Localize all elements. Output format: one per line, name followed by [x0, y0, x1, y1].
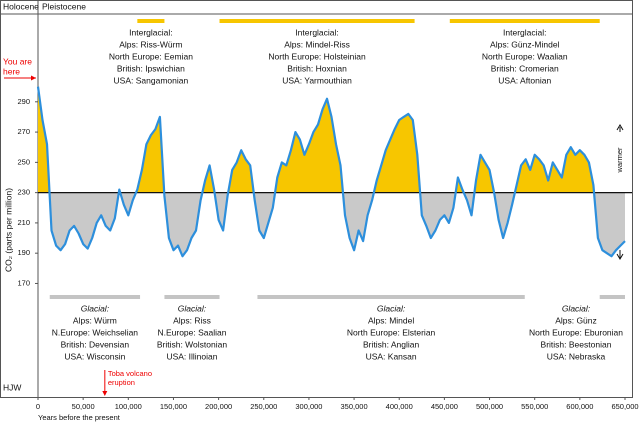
- interglacials-text: Interglacial:: [129, 27, 172, 37]
- interglacials-text: Interglacial:: [503, 27, 546, 37]
- x-tick-label: 250,000: [250, 402, 277, 411]
- interglacials-text: British: Cromerian: [491, 63, 559, 73]
- x-tick-label: 150,000: [160, 402, 187, 411]
- interglacials-text: USA: Sangamonian: [114, 75, 189, 85]
- interglacials-text: British: Ipswichian: [117, 63, 185, 73]
- interglacials-text: USA: Aftonian: [498, 75, 551, 85]
- interglacials-bar: [449, 19, 600, 23]
- y-tick-label: 230: [17, 188, 30, 197]
- glacials-text: British: Wolstonian: [157, 339, 228, 349]
- y-tick-label: 190: [17, 248, 30, 257]
- glacials-text: N.Europe: Weichselian: [52, 327, 139, 337]
- y-tick-label: 210: [17, 218, 30, 227]
- cold-area: [49, 192, 625, 257]
- y-axis-title: CO₂ (parts per million): [3, 188, 13, 272]
- frame: [0, 0, 633, 398]
- glacials-text: Alps: Günz: [555, 315, 597, 325]
- glacials-text: Alps: Riss: [173, 315, 211, 325]
- interglacials-text: Alps: Günz-Mindel: [490, 39, 560, 49]
- glacials-text: North Europe: Elsterian: [347, 327, 436, 337]
- interglacials-bar: [219, 19, 415, 23]
- y-tick-label: 250: [17, 157, 30, 166]
- glacials-bar: [257, 295, 525, 299]
- glacials-text: British: Anglian: [363, 339, 419, 349]
- interglacials-text: USA: Yarmouthian: [282, 75, 352, 85]
- x-tick-label: 200,000: [205, 402, 232, 411]
- x-tick-label: 550,000: [521, 402, 548, 411]
- co2-line: [36, 86, 626, 258]
- glacials-text: Alps: Mindel: [368, 315, 414, 325]
- x-tick-label: 650,000: [611, 402, 638, 411]
- x-tick-label: 350,000: [341, 402, 368, 411]
- arrowhead: [31, 75, 36, 81]
- x-tick-label: 0: [36, 402, 40, 411]
- x-tick-label: 300,000: [295, 402, 322, 411]
- x-tick-label: 400,000: [386, 402, 413, 411]
- glacials-text: USA: Wisconsin: [64, 351, 125, 361]
- interglacials-text: British: Hoxnian: [287, 63, 347, 73]
- x-tick-label: 500,000: [476, 402, 503, 411]
- glacials-text: North Europe: Eburonian: [529, 327, 623, 337]
- interglacials-text: Interglacial:: [295, 27, 338, 37]
- glacials-text: Glacial:: [562, 303, 591, 313]
- you-are-here: You are: [3, 56, 32, 66]
- interglacials-text: North Europe: Holsteinian: [268, 51, 366, 61]
- glacials-text: Glacial:: [178, 303, 207, 313]
- glacials-text: USA: Nebraska: [547, 351, 606, 361]
- interglacials-bar: [137, 19, 165, 23]
- event-label: eruption: [108, 378, 135, 387]
- arrowhead: [102, 391, 108, 396]
- warm-cold-arrows: [616, 124, 624, 260]
- warmer-label: warmer: [615, 147, 624, 174]
- x-tick-label: 450,000: [431, 402, 458, 411]
- y-tick-label: 270: [17, 127, 30, 136]
- glacials-text: N.Europe: Saalian: [157, 327, 226, 337]
- holocene-label: Holocene: [3, 1, 39, 11]
- x-tick-label: 600,000: [566, 402, 593, 411]
- glacials-text: British: Devensian: [61, 339, 130, 349]
- glacials-bar: [49, 295, 141, 299]
- pleistocene-label: Pleistocene: [42, 1, 86, 11]
- x-axis-title: Years before the present: [38, 413, 121, 422]
- glacials-text: British: Beestonian: [541, 339, 612, 349]
- glacials-text: Glacial:: [81, 303, 110, 313]
- interglacials-text: North Europe: Waalian: [482, 51, 568, 61]
- corner-label: HJW: [3, 382, 21, 392]
- glacials-text: Glacial:: [377, 303, 406, 313]
- glacials-bar: [599, 295, 625, 299]
- glacials-bar: [164, 295, 220, 299]
- glacials-text: USA: Kansan: [366, 351, 417, 361]
- y-tick-label: 290: [17, 97, 30, 106]
- x-tick-label: 100,000: [115, 402, 142, 411]
- you-are-here: here: [3, 66, 20, 76]
- interglacials-text: North Europe: Eemian: [109, 51, 193, 61]
- warm-area: [38, 86, 625, 193]
- glacials-text: USA: Illinoian: [166, 351, 217, 361]
- interglacials-text: Alps: Mindel-Riss: [284, 39, 350, 49]
- event-label: Toba volcano: [108, 369, 152, 378]
- interglacials-text: Alps: Riss-Würm: [119, 39, 182, 49]
- x-tick-label: 50,000: [72, 402, 95, 411]
- y-tick-label: 170: [17, 278, 30, 287]
- glacials-text: Alps: Würm: [73, 315, 117, 325]
